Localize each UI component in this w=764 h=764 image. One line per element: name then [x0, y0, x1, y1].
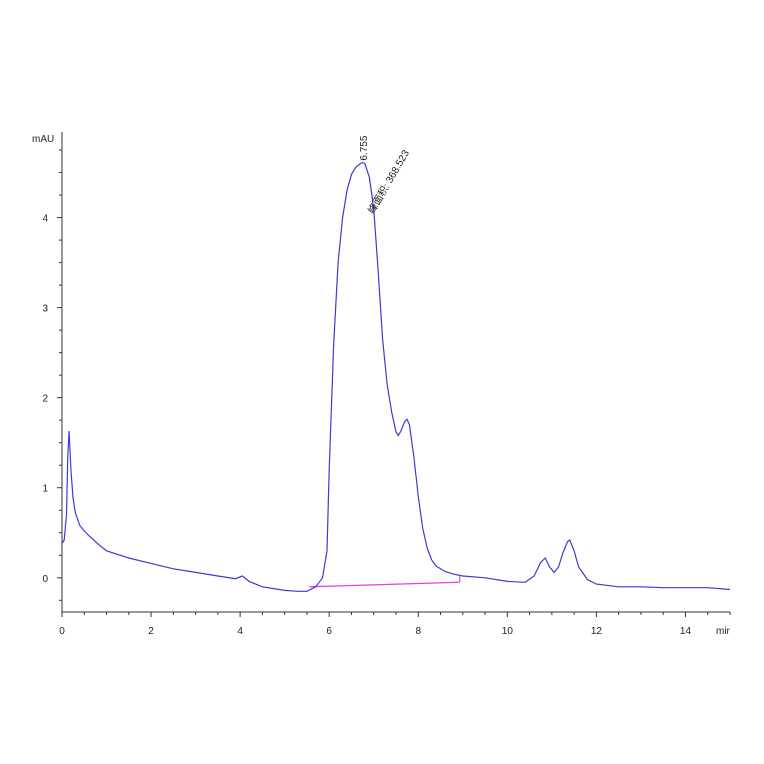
x-tick-label: 8 [415, 626, 421, 637]
x-tick-label: 6 [326, 626, 332, 637]
y-axis-unit-label: mAU [32, 134, 54, 145]
integration-baseline [309, 576, 461, 588]
y-ticks: 0 1 2 3 4 [42, 214, 62, 585]
x-tick-label: 14 [680, 626, 692, 637]
axes: mAU mir [32, 132, 731, 637]
x-tick-label: 12 [591, 626, 603, 637]
x-tick-label: 4 [237, 626, 243, 637]
y-tick-label: 1 [42, 484, 48, 495]
x-axis-unit-label: mir [716, 626, 731, 637]
minor-ticks [59, 149, 731, 615]
y-tick-label: 3 [42, 304, 48, 315]
y-tick-label: 0 [42, 574, 48, 585]
x-tick-label: 0 [59, 626, 65, 637]
x-ticks: 0 2 4 6 8 10 12 14 [59, 612, 691, 637]
x-tick-label: 2 [148, 626, 154, 637]
chromatogram-trace [61, 161, 731, 592]
x-tick-label: 10 [502, 626, 514, 637]
y-tick-label: 4 [42, 214, 48, 225]
peak-retention-time-label: 6.755 [359, 135, 370, 160]
y-tick-label: 2 [42, 394, 48, 405]
peak-area-label: 峰面积: 368.523 [366, 148, 412, 216]
